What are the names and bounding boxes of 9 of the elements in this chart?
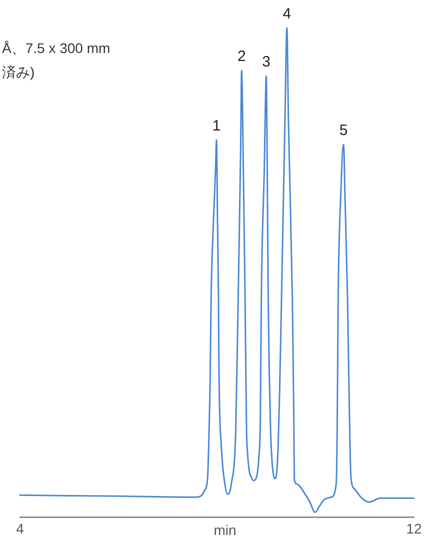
annotation: 1 [212, 118, 221, 135]
annotation: Å、7.5 x 300 mm [2, 40, 110, 56]
annotation: 3 [262, 54, 270, 71]
x-axis-title: min [214, 522, 236, 538]
x-tick-label: 12 [406, 520, 422, 536]
annotation: 4 [282, 6, 292, 23]
annotation: 2 [237, 48, 246, 66]
annotation: 済み) [2, 64, 35, 80]
annotation: 5 [339, 122, 348, 140]
